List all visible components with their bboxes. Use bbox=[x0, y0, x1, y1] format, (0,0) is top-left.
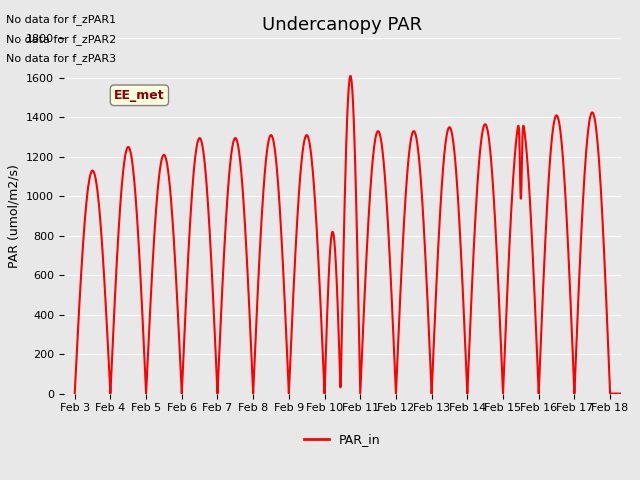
Title: Undercanopy PAR: Undercanopy PAR bbox=[262, 16, 422, 34]
Text: No data for f_zPAR2: No data for f_zPAR2 bbox=[6, 34, 116, 45]
Text: No data for f_zPAR1: No data for f_zPAR1 bbox=[6, 14, 116, 25]
Text: EE_met: EE_met bbox=[114, 89, 164, 102]
Y-axis label: PAR (umol/m2/s): PAR (umol/m2/s) bbox=[8, 164, 20, 268]
Text: No data for f_zPAR3: No data for f_zPAR3 bbox=[6, 53, 116, 64]
Legend: PAR_in: PAR_in bbox=[299, 428, 386, 451]
